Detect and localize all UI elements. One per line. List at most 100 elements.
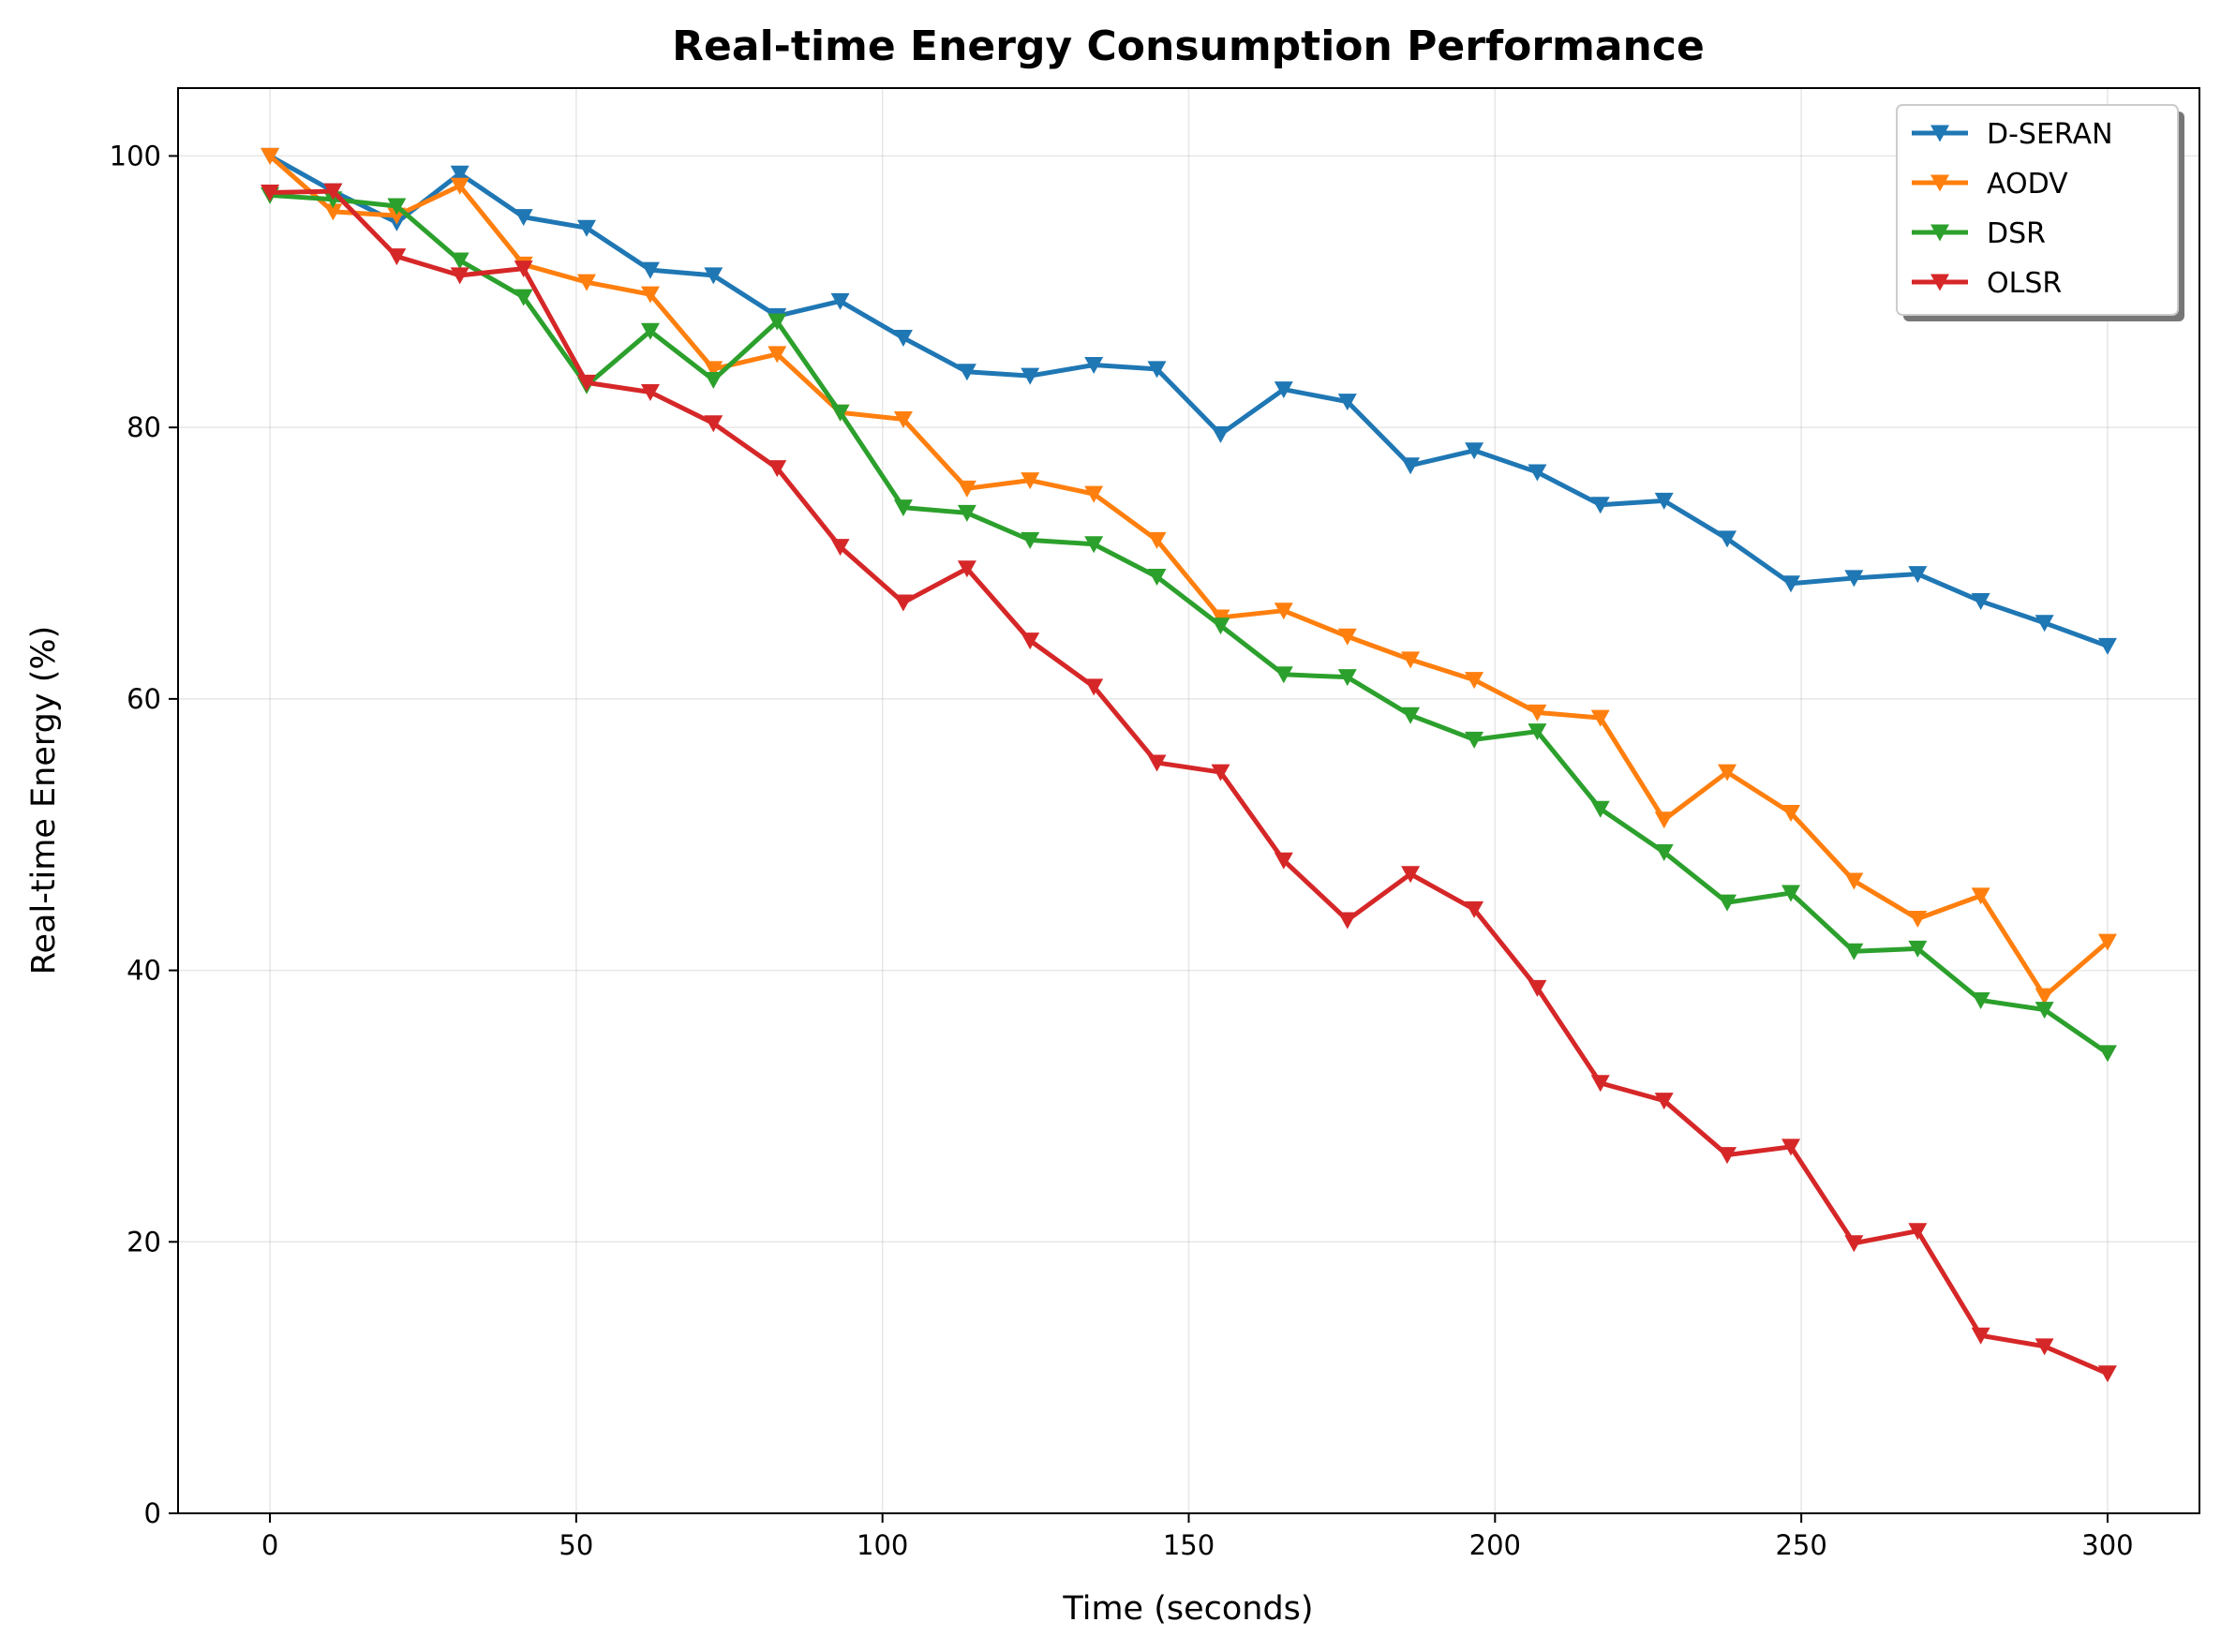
data-point-dsr xyxy=(704,371,723,389)
y-tick-label: 40 xyxy=(127,955,161,987)
legend-label-olsr: OLSR xyxy=(1987,267,2062,300)
data-point-d-seran xyxy=(1718,530,1737,548)
data-point-aodv xyxy=(1337,628,1357,646)
data-point-d-seran xyxy=(957,364,976,381)
data-point-aodv xyxy=(768,346,787,364)
data-point-aodv xyxy=(1844,872,1864,890)
data-point-olsr xyxy=(1465,900,1484,918)
data-point-olsr xyxy=(1528,979,1547,997)
data-point-aodv xyxy=(1654,811,1674,829)
x-tick-label: 50 xyxy=(559,1529,593,1561)
data-point-dsr xyxy=(1908,940,1928,958)
data-point-olsr xyxy=(1718,1147,1737,1165)
data-point-olsr xyxy=(514,260,533,278)
legend-label-dsr: DSR xyxy=(1987,217,2046,250)
data-point-aodv xyxy=(1781,805,1801,823)
legend-marker-olsr xyxy=(1930,274,1949,291)
data-point-d-seran xyxy=(640,261,660,279)
series-line-olsr xyxy=(267,188,2110,1377)
data-point-dsr xyxy=(1401,707,1421,724)
series-d-seran xyxy=(261,147,2117,655)
data-point-olsr xyxy=(1084,678,1104,696)
data-point-aodv xyxy=(1971,887,1990,905)
x-tick-label: 300 xyxy=(2081,1529,2133,1561)
data-point-olsr xyxy=(830,539,850,557)
data-point-olsr xyxy=(704,415,723,433)
legend-label-d-seran: D-SERAN xyxy=(1987,118,2113,151)
data-point-aodv xyxy=(640,286,660,304)
data-point-dsr xyxy=(1971,991,1990,1009)
data-point-olsr xyxy=(1337,912,1357,930)
data-point-d-seran xyxy=(514,209,533,227)
data-point-dsr xyxy=(1465,731,1484,749)
data-point-dsr xyxy=(830,404,850,422)
data-point-dsr xyxy=(450,252,470,270)
data-point-d-seran xyxy=(704,267,723,285)
data-point-aodv xyxy=(261,147,280,165)
data-point-aodv xyxy=(1021,472,1040,490)
series-line-d-seran xyxy=(267,153,2110,648)
data-point-d-seran xyxy=(1971,593,1990,611)
data-point-aodv xyxy=(957,480,976,498)
data-point-dsr xyxy=(893,499,913,517)
legend-marker-dsr xyxy=(1930,224,1949,242)
data-point-dsr xyxy=(1590,800,1610,818)
data-point-olsr xyxy=(1211,764,1230,781)
data-point-olsr xyxy=(2097,1365,2117,1383)
data-point-aodv xyxy=(323,203,343,221)
data-point-olsr xyxy=(1654,1093,1674,1110)
data-point-aodv xyxy=(1147,531,1167,549)
data-point-d-seran xyxy=(1654,492,1674,510)
data-point-d-seran xyxy=(1844,570,1864,588)
y-tick-label: 60 xyxy=(127,683,161,715)
data-point-dsr xyxy=(1274,666,1293,684)
x-tick-label: 0 xyxy=(261,1529,278,1561)
series-line-dsr xyxy=(267,192,2110,1056)
chart-title: Real-time Energy Consumption Performance xyxy=(672,22,1705,70)
data-point-dsr xyxy=(640,322,660,340)
y-axis-label: Real-time Energy (%) xyxy=(25,626,63,975)
data-point-d-seran xyxy=(576,219,596,237)
data-point-dsr xyxy=(1781,885,1801,902)
data-point-d-seran xyxy=(2097,637,2117,655)
data-point-d-seran xyxy=(450,165,470,183)
data-point-d-seran xyxy=(1211,425,1230,443)
data-point-d-seran xyxy=(830,292,850,310)
data-point-d-seran xyxy=(1147,361,1167,379)
data-point-olsr xyxy=(1274,852,1293,870)
data-point-olsr xyxy=(1781,1139,1801,1156)
data-point-olsr xyxy=(1844,1235,1864,1253)
data-point-olsr xyxy=(1021,633,1040,650)
data-point-aodv xyxy=(2097,933,2117,951)
data-point-olsr xyxy=(768,460,787,478)
data-point-dsr xyxy=(2097,1045,2117,1063)
data-point-d-seran xyxy=(1908,566,1928,584)
data-point-d-seran xyxy=(893,330,913,348)
data-point-aodv xyxy=(1084,485,1104,503)
data-point-olsr xyxy=(323,183,343,201)
legend: D-SERAN AODV DSR OLSR xyxy=(1896,104,2184,321)
data-point-olsr xyxy=(450,267,470,285)
data-point-aodv xyxy=(2035,988,2054,1005)
data-point-aodv xyxy=(1401,651,1421,669)
data-point-olsr xyxy=(1401,866,1421,884)
y-tick-label: 80 xyxy=(127,411,161,443)
data-point-dsr xyxy=(387,198,407,216)
data-point-olsr xyxy=(1590,1075,1610,1093)
data-point-olsr xyxy=(576,374,596,392)
data-point-aodv xyxy=(1274,603,1293,620)
x-tick-label: 100 xyxy=(857,1529,908,1561)
legend-marker-d-seran xyxy=(1930,125,1949,142)
data-point-d-seran xyxy=(1528,464,1547,482)
legend-marker-aodv xyxy=(1930,174,1949,192)
data-point-olsr xyxy=(1971,1327,1990,1345)
axis-ticks: 0 50 100 150 200 250 300 0 20 40 60 80 100 xyxy=(110,140,2134,1561)
data-point-dsr xyxy=(957,504,976,522)
data-point-aodv xyxy=(1718,764,1737,781)
data-point-dsr xyxy=(1844,943,1864,960)
series-layer xyxy=(261,147,2117,1383)
series-line-aodv xyxy=(267,153,2110,999)
legend-label-aodv: AODV xyxy=(1987,168,2068,201)
data-point-dsr xyxy=(2035,1002,2054,1019)
